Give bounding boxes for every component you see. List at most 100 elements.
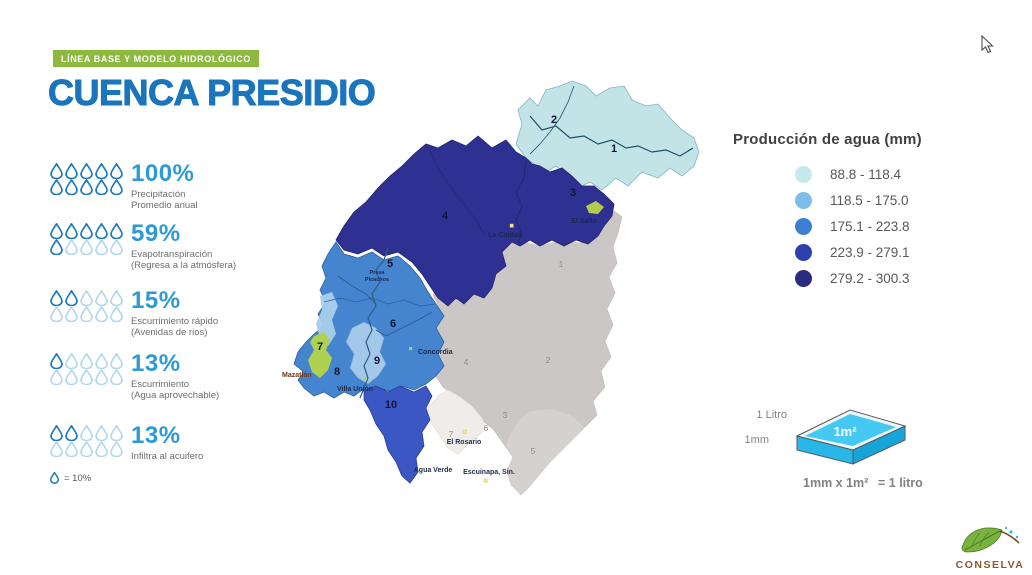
- water-value: 13%: [131, 350, 181, 377]
- water-value: 59%: [131, 220, 181, 247]
- legend-color-swatch: [795, 191, 812, 209]
- map-basin-9: [345, 321, 387, 385]
- droplet-grid: [50, 352, 125, 401]
- logo-text: CONSELVA: [955, 559, 1025, 571]
- droplet-icon: [80, 424, 95, 442]
- legend-range-label: 175.1 - 223.8: [830, 218, 910, 234]
- river-navy: [429, 149, 485, 235]
- formula-left: 1mm x 1m²: [803, 476, 868, 490]
- droplet-grid: [50, 162, 125, 211]
- town-label-presa-line2: Picachos: [365, 277, 389, 283]
- droplet-icon: [95, 178, 110, 196]
- map-boundary-5-6: [323, 297, 437, 307]
- water-label-line2: (Avenidas de rios): [131, 327, 208, 338]
- water-label: Infiltra al acuifero: [131, 451, 203, 462]
- basin-number-8: 8: [334, 366, 340, 378]
- basin-number-5: 5: [387, 258, 393, 270]
- outside-number-7: 7: [449, 429, 454, 439]
- basin-number-4: 4: [442, 210, 449, 222]
- legend-range-label: 118.5 - 175.0: [830, 192, 909, 208]
- conselva-logo: CONSELVA: [947, 524, 1032, 571]
- town-label-villa-union: Villa Unión: [337, 386, 373, 393]
- urban-mazatlan: [308, 332, 332, 378]
- droplet-icon: [95, 238, 110, 256]
- droplet-icon: [110, 162, 125, 180]
- outside-number-4: 4: [464, 357, 469, 367]
- droplet-icon: [80, 162, 95, 180]
- river-presidio: [359, 247, 389, 399]
- droplet-icon: [65, 440, 80, 458]
- water-label: Escurrimiento (Agua aprovechable): [131, 379, 219, 401]
- unit-note-text: = 10%: [64, 472, 92, 484]
- outside-number-2: 2: [546, 355, 551, 365]
- legend-color-swatch: [795, 243, 812, 261]
- legend-item: 223.9 - 279.1: [733, 239, 973, 265]
- legend-range-label: 279.2 - 300.3: [830, 270, 910, 286]
- water-label: Evapotranspiración (Regresa a la atmósfe…: [131, 249, 236, 271]
- tray-water: [805, 414, 896, 446]
- water-label-line1: Evapotranspiración: [131, 249, 213, 260]
- basin-number-7: 7: [317, 341, 323, 353]
- basin-number-1: 1: [611, 143, 617, 155]
- water-label-line1: Precipitación: [131, 189, 186, 200]
- legend-item: 118.5 - 175.0: [733, 187, 973, 213]
- droplet-icon: [110, 238, 125, 256]
- droplet-icon: [95, 352, 110, 370]
- page-title: CUENCA PRESIDIO: [47, 72, 376, 114]
- droplet-icon: [80, 305, 95, 323]
- town-label-escuinapa: Escuinapa, Sin.: [463, 469, 515, 476]
- outside-number-1: 1: [559, 259, 564, 269]
- droplet-icon: [50, 162, 65, 180]
- droplet-icon: [110, 222, 125, 240]
- droplet-icon: [110, 368, 125, 386]
- water-label: Escurrimiento rápido (Avenidas de rios): [131, 316, 218, 338]
- mouse-cursor-icon: [981, 35, 994, 54]
- town-label-presa-line1: Presa: [370, 270, 386, 276]
- legend-title: Producción de agua (mm): [733, 131, 922, 148]
- water-label-line1: Escurrimiento: [131, 379, 190, 390]
- droplet-grid: [50, 222, 125, 271]
- water-row-precipitacion: 100% Precipitación Promedio anual: [50, 160, 198, 211]
- droplet-icon: [50, 472, 59, 484]
- map-basin-10: [363, 385, 433, 484]
- droplet-icon: [50, 368, 65, 386]
- droplet-icon: [80, 178, 95, 196]
- droplet-grid: [50, 289, 125, 338]
- outside-number-3: 3: [503, 410, 508, 420]
- legend-color-swatch: [795, 165, 812, 183]
- legend-item: 175.1 - 223.8: [733, 213, 973, 239]
- town-label-concordia: Concordia: [418, 349, 453, 356]
- water-row-escurrimiento: 13% Escurrimiento (Agua aprovechable): [50, 350, 219, 401]
- river-tributary-west: [337, 275, 377, 305]
- water-label: Precipitación Promedio anual: [131, 189, 198, 211]
- droplet-icon: [50, 238, 65, 256]
- droplet-icon: [65, 368, 80, 386]
- droplet-icon: [95, 368, 110, 386]
- dot-la-ciudad: [509, 223, 514, 228]
- basin-number-10: 10: [385, 399, 397, 411]
- droplet-icon: [80, 238, 95, 256]
- town-label-mazatlan: Mazatlán: [282, 372, 312, 379]
- droplet-icon: [110, 305, 125, 323]
- outside-number-6: 6: [484, 423, 489, 433]
- water-value: 13%: [131, 422, 181, 449]
- water-value: 100%: [131, 160, 195, 187]
- water-label-line2: (Regresa a la atmósfera): [131, 260, 237, 271]
- droplet-unit-note: = 10%: [50, 472, 91, 484]
- legend: Producción de agua (mm) 88.8 - 118.4 118.…: [733, 131, 973, 291]
- water-row-infiltra: 13% Infiltra al acuifero: [50, 422, 203, 462]
- watershed-map: 1 2 3 4 5 6 7 8 9 10 1 2 3 4 5 6 7 La Ci…: [282, 80, 700, 496]
- basin-number-2: 2: [551, 114, 557, 126]
- droplet-icon: [50, 178, 65, 196]
- map-boundary-3-4: [515, 159, 527, 244]
- droplet-icon: [50, 305, 65, 323]
- droplet-grid: [50, 424, 125, 462]
- droplet-icon: [110, 424, 125, 442]
- water-value: 15%: [131, 287, 181, 314]
- water-label-line1: Escurrimiento rápido: [131, 316, 219, 327]
- droplet-icon: [50, 352, 65, 370]
- water-label-line2: Promedio anual: [131, 200, 198, 211]
- leaf-icon: [961, 526, 1020, 553]
- droplet-icon: [80, 289, 95, 307]
- droplet-icon: [50, 289, 65, 307]
